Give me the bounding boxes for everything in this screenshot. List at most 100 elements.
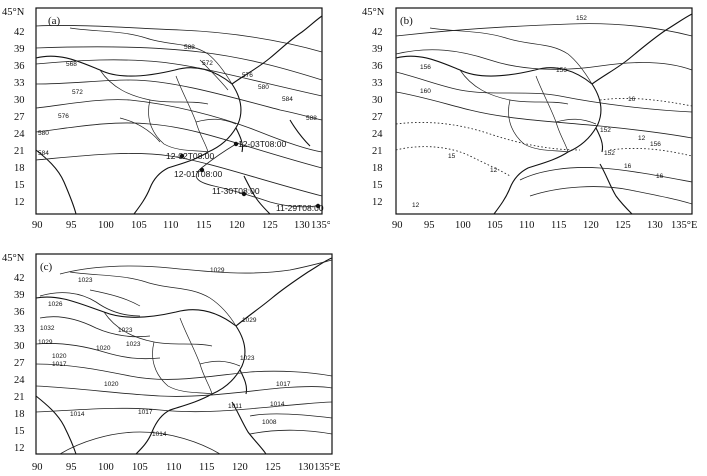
y-tick: 33 <box>372 78 383 89</box>
x-tick: 90 <box>392 220 403 230</box>
contour-label: 152 <box>576 15 587 22</box>
contour-label: 1029 <box>210 267 225 274</box>
x-tick: 115 <box>196 220 211 230</box>
y-tick: 30 <box>14 95 25 106</box>
panel-label: (c) <box>40 261 53 273</box>
contour-label: 12 <box>490 167 498 174</box>
track-label: 12-03T08:00 <box>238 139 286 149</box>
x-tick: 95 <box>424 220 435 230</box>
y-tick: 24 <box>14 375 25 386</box>
contour-label: 1029 <box>242 317 257 324</box>
panel-label: (b) <box>400 15 413 27</box>
contour-label: 152 <box>604 150 615 157</box>
contour-label: 15 <box>448 153 456 160</box>
x-tick: 110 <box>163 220 178 230</box>
y-tick: 15 <box>372 180 383 191</box>
x-tick: 90 <box>32 220 43 230</box>
track-label: 12-01T08:00 <box>174 169 222 179</box>
y-tick: 45°N <box>362 7 385 18</box>
contour-label: 1017 <box>138 409 153 416</box>
contour-label: 1023 <box>126 341 141 348</box>
x-tick: 95 <box>66 220 77 230</box>
x-tick: 120 <box>229 220 245 230</box>
contour-label: 1026 <box>48 301 63 308</box>
contour-label: 588 <box>184 44 195 51</box>
contour-label: 1014 <box>70 411 85 418</box>
contour-label: 1023 <box>118 327 133 334</box>
contour-label: 1017 <box>52 361 67 368</box>
contour-label: 160 <box>420 88 431 95</box>
x-tick: 100 <box>98 462 114 473</box>
map-frame <box>35 7 323 215</box>
y-tick: 21 <box>14 146 25 157</box>
y-tick: 45°N <box>2 7 25 18</box>
y-tick: 27 <box>14 112 25 123</box>
contour-label: 572 <box>72 89 83 96</box>
contour-label: 12 <box>638 135 646 142</box>
province-borders <box>69 27 237 153</box>
contour-label: 16 <box>624 163 632 170</box>
x-tick: 120 <box>583 220 599 230</box>
panel-label: (a) <box>48 15 61 27</box>
x-tick: 125 <box>265 462 281 473</box>
track-point <box>241 191 247 197</box>
y-tick: 30 <box>14 341 25 352</box>
y-tick: 12 <box>372 197 383 208</box>
y-tick: 27 <box>14 358 25 369</box>
solid-contours <box>395 23 693 205</box>
x-axis-ticks: 90 95 100 105 110 115 120 125 130 135°E <box>32 220 330 230</box>
y-axis-ticks: 45°N 42 39 36 33 30 27 24 21 18 15 12 <box>2 253 25 454</box>
map-panel-b: 45°N 42 39 36 33 30 27 24 21 18 15 12 90… <box>362 7 697 230</box>
contour-label: 16 <box>628 96 636 103</box>
y-tick: 21 <box>14 392 25 403</box>
x-tick: 110 <box>166 462 181 473</box>
contour-label: 1032 <box>40 325 55 332</box>
y-tick: 24 <box>372 129 383 140</box>
y-tick: 42 <box>372 27 383 38</box>
x-tick: 110 <box>519 220 534 230</box>
x-tick: 100 <box>455 220 471 230</box>
y-tick: 33 <box>14 78 25 89</box>
y-tick: 39 <box>14 44 25 55</box>
x-axis-ticks: 90 95 100 105 110 115 120 125 130 135°E <box>32 462 340 473</box>
contour-label: 1011 <box>228 403 242 410</box>
track-label: 11-30T08:00 <box>212 186 260 196</box>
contour-label: 1020 <box>52 353 67 360</box>
track-point <box>179 153 185 159</box>
x-tick: 95 <box>66 462 77 473</box>
y-tick: 12 <box>14 443 25 454</box>
coastline <box>35 257 333 455</box>
contour-label: 576 <box>58 113 69 120</box>
y-tick: 33 <box>14 324 25 335</box>
track-label: 12-02T08:00 <box>166 151 214 161</box>
dotted-contours <box>395 97 693 177</box>
contour-label: 584 <box>38 150 49 157</box>
y-tick: 27 <box>372 112 383 123</box>
track-label: 11-29T08:00 <box>276 203 324 213</box>
contour-label: 1023 <box>240 355 255 362</box>
contour-label: 576 <box>242 72 253 79</box>
x-tick: 105 <box>487 220 503 230</box>
y-tick: 36 <box>14 61 25 72</box>
y-tick: 42 <box>14 27 25 38</box>
map-panel-c: 45°N 42 39 36 33 30 27 24 21 18 15 12 90… <box>2 253 340 473</box>
x-tick: 105 <box>131 220 147 230</box>
track-point <box>315 203 321 209</box>
contour-label: 1014 <box>270 401 285 408</box>
y-axis-ticks: 45°N 42 39 36 33 30 27 24 21 18 15 12 <box>2 7 25 208</box>
contour-label: 572 <box>202 60 213 67</box>
contour-label: 1017 <box>276 381 291 388</box>
y-tick: 42 <box>14 273 25 284</box>
x-tick: 120 <box>232 462 248 473</box>
province-borders <box>69 271 241 395</box>
contour-label: 1020 <box>96 345 111 352</box>
y-tick: 39 <box>14 290 25 301</box>
contour-label: 580 <box>258 84 269 91</box>
y-tick: 15 <box>14 426 25 437</box>
x-tick: 135°E <box>314 462 340 473</box>
contour-label: 580 <box>38 130 49 137</box>
x-tick: 90 <box>32 462 43 473</box>
contour-labels: 152 156 156 160 16 152 156 15 152 12 16 … <box>412 15 664 209</box>
contour-label: 156 <box>650 141 661 148</box>
x-tick: 135°E <box>311 220 330 230</box>
